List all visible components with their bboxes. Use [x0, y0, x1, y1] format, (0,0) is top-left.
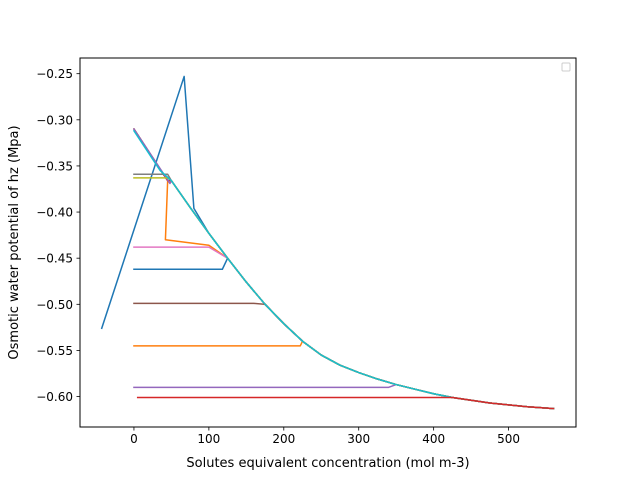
y-tick-label: −0.30	[36, 113, 73, 127]
x-tick-label: 0	[130, 432, 138, 446]
x-ticks: 0 100 200 300 400 500	[130, 427, 520, 446]
x-tick-label: 300	[347, 432, 370, 446]
y-ticks: −0.60 −0.55 −0.50 −0.45 −0.40 −0.35 −0.30 −0.25	[36, 67, 80, 404]
y-tick-label: −0.45	[36, 252, 73, 266]
series-layer	[100, 75, 555, 410]
x-tick-label: 500	[497, 432, 520, 446]
x-tick-label: 100	[197, 432, 220, 446]
series-line-13	[136, 396, 555, 410]
x-tick-label: 200	[272, 432, 295, 446]
axes-frame	[79, 57, 577, 428]
legend-box	[561, 62, 571, 72]
y-tick-label: −0.55	[36, 344, 73, 358]
y-axis-label: Osmotic water potential of hz (Mpa)	[7, 125, 22, 359]
y-tick-label: −0.50	[36, 298, 73, 312]
y-tick-label: −0.25	[36, 67, 73, 81]
x-axis-label: Solutes equivalent concentration (mol m-…	[186, 456, 469, 471]
y-tick-label: −0.40	[36, 206, 73, 220]
y-tick-label: −0.60	[36, 390, 73, 404]
x-tick-label: 400	[422, 432, 445, 446]
y-tick-label: −0.35	[36, 159, 73, 173]
